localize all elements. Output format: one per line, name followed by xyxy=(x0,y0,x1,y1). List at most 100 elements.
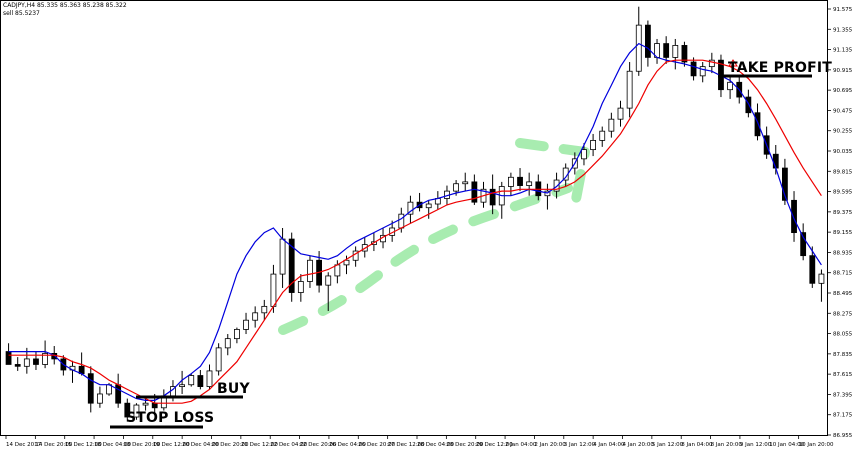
price-tick-label: 90.915 xyxy=(833,68,852,74)
time-tick-label: 29 Dec 12:00 xyxy=(476,442,513,448)
candle-bearish xyxy=(517,176,523,186)
time-tick-label: 20 Dec 04:00 xyxy=(182,442,219,448)
candle-bearish xyxy=(124,402,131,418)
candle-bearish xyxy=(745,96,752,114)
candle-bullish xyxy=(297,281,304,293)
sell-info: sell 85.5237 xyxy=(3,10,40,17)
candle-bullish xyxy=(307,259,313,282)
time-tick-label: 21 Dec 12:00 xyxy=(241,442,278,448)
time-tick-label: 2 Jan 04:00 xyxy=(505,442,537,448)
time-tick-label: 10 Jan 04:00 xyxy=(769,442,804,448)
candle-bearish xyxy=(288,238,295,293)
time-tick-label: 8 Jan 04:00 xyxy=(681,442,713,448)
price-tick-label: 87.395 xyxy=(833,392,852,398)
time-tick-label: 14 Dec 2017 xyxy=(6,442,42,448)
symbol-info: CADJPY,H4 85.335 85.363 85.238 85.322 xyxy=(3,2,127,9)
candle-bearish xyxy=(782,167,788,201)
candle-bearish xyxy=(471,181,478,203)
time-tick-label: 14 Dec 20:00 xyxy=(35,442,72,448)
price-tick-label: 90.475 xyxy=(833,108,852,114)
stop-loss-label: STOP LOSS xyxy=(126,410,215,426)
candle-bullish xyxy=(626,70,633,109)
candle-bearish xyxy=(33,358,39,365)
time-tick-label: 22 Dec 20:00 xyxy=(300,442,337,448)
time-tick-label: 4 Jan 04:00 xyxy=(593,442,625,448)
candle-bearish xyxy=(791,199,797,234)
time-tick-label: 5 Jan 12:00 xyxy=(652,442,684,448)
candle-bullish xyxy=(553,179,560,192)
take-profit-arrow-icon xyxy=(728,59,738,67)
candle-bullish xyxy=(261,305,268,314)
time-tick-label: 28 Dec 20:00 xyxy=(446,442,483,448)
candle-bullish xyxy=(97,393,103,404)
candle-bullish xyxy=(608,118,615,132)
candle-bearish xyxy=(754,112,761,137)
candle-bullish xyxy=(188,375,195,386)
candle-bullish xyxy=(133,404,140,418)
candle-bearish xyxy=(690,61,697,77)
candle-bearish xyxy=(681,45,688,63)
price-tick-label: 87.835 xyxy=(833,352,852,358)
price-tick-label: 89.155 xyxy=(833,230,852,236)
candle-bullish xyxy=(590,139,596,151)
candle-bullish xyxy=(23,358,30,367)
time-tick-label: 27 Dec 12:00 xyxy=(388,442,425,448)
candle-bearish xyxy=(772,153,779,169)
candle-bullish xyxy=(224,338,231,349)
candle-bearish xyxy=(5,351,12,365)
candle-bullish xyxy=(243,319,249,330)
candle-bearish xyxy=(151,402,158,409)
time-tick-label: 26 Dec 20:00 xyxy=(358,442,395,448)
candle-bullish xyxy=(215,347,222,372)
candle-bullish xyxy=(581,149,587,160)
candle-bearish xyxy=(800,232,807,257)
price-tick-label: 87.175 xyxy=(833,413,852,419)
price-axis: 91.575 91.355 91.135 90.915 90.695 90.475 90.2… xyxy=(827,7,852,439)
time-tick-label: 15 Dec 12:00 xyxy=(65,442,102,448)
candle-bullish xyxy=(635,24,642,72)
candle-bullish xyxy=(425,203,432,209)
candle-bullish xyxy=(325,275,332,286)
candle-bullish xyxy=(708,59,715,68)
price-tick-label: 91.135 xyxy=(833,48,852,54)
time-tick-label: 22 Dec 04:00 xyxy=(270,442,307,448)
candle-bullish xyxy=(233,329,240,340)
time-tick-label: 8 Jan 20:00 xyxy=(711,442,743,448)
price-tick-label: 91.575 xyxy=(833,7,852,13)
time-tick-label: 28 Dec 04:00 xyxy=(417,442,454,448)
candle-bullish xyxy=(270,273,277,307)
candle-bearish xyxy=(809,255,816,284)
candle-bearish xyxy=(645,24,651,58)
candle-bullish xyxy=(818,273,825,284)
candle-bullish xyxy=(507,176,514,187)
time-tick-label: 4 Jan 20:00 xyxy=(623,442,655,448)
upper-band-line xyxy=(8,42,822,401)
price-tick-label: 91.355 xyxy=(833,27,852,33)
price-tick-label: 87.615 xyxy=(833,372,852,378)
price-tick-label: 90.255 xyxy=(833,129,852,135)
price-tick-label: 88.495 xyxy=(833,291,852,297)
lower-band-line xyxy=(8,59,822,404)
price-tick-label: 88.275 xyxy=(833,311,852,317)
candle-bullish xyxy=(526,181,533,186)
candle-bullish xyxy=(179,384,186,387)
candle-bullish xyxy=(462,181,469,185)
candle-bullish xyxy=(398,213,405,229)
price-tick-label: 90.035 xyxy=(833,149,852,155)
candle-bearish xyxy=(197,375,204,387)
candle-bullish xyxy=(453,183,460,192)
price-tick-label: 86.955 xyxy=(833,433,852,439)
time-tick-label: 3 Jan 12:00 xyxy=(564,442,596,448)
candle-bullish xyxy=(617,107,624,120)
candle-bearish xyxy=(663,43,670,58)
take-profit-label: TAKE PROFIT xyxy=(728,60,833,76)
candle-bullish xyxy=(407,201,414,215)
time-tick-label: 2 Jan 20:00 xyxy=(534,442,566,448)
candle-bearish xyxy=(14,364,21,367)
candle-bullish xyxy=(334,264,341,277)
candle-bearish xyxy=(87,373,94,404)
candle-bullish xyxy=(279,238,286,275)
